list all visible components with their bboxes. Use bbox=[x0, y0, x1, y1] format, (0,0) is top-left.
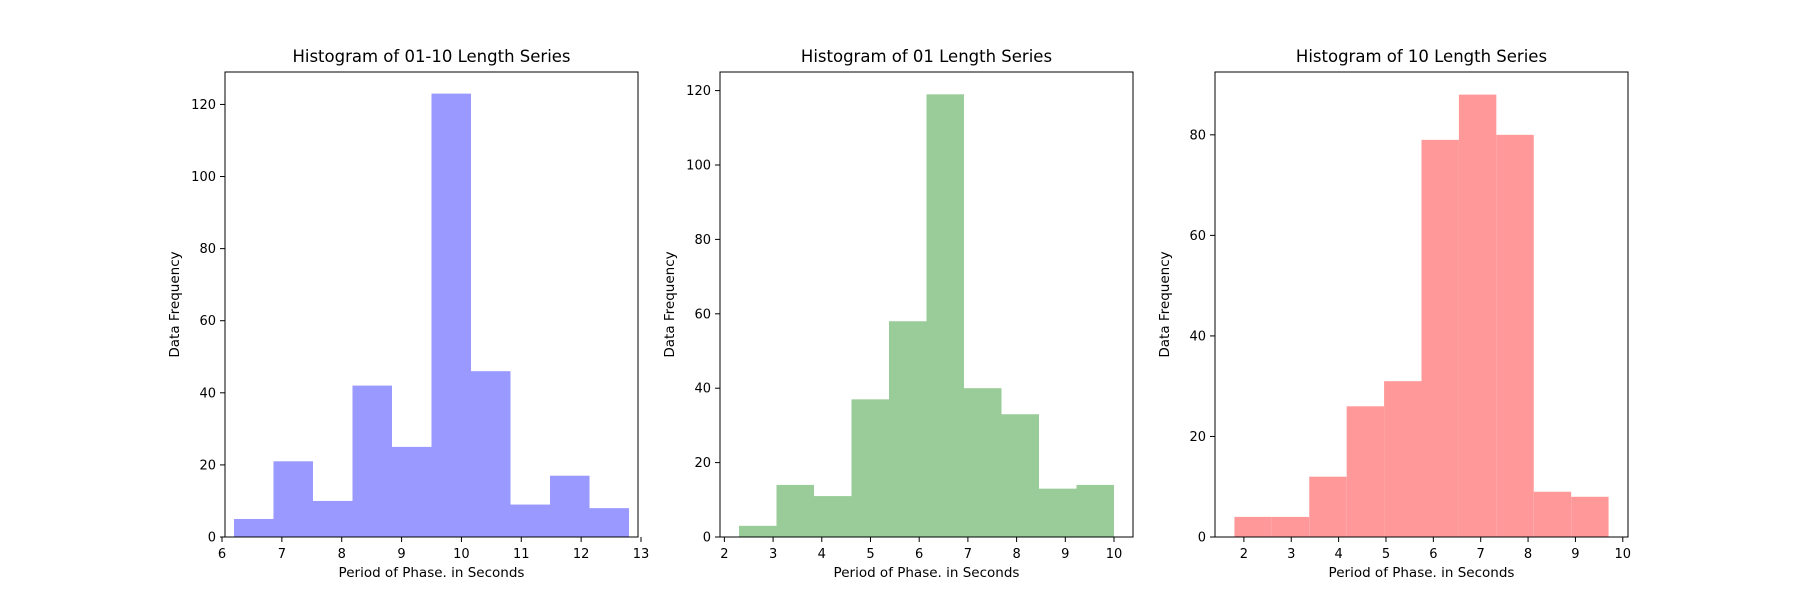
chart-title: Histogram of 10 Length Series bbox=[1296, 47, 1547, 66]
chart-title: Histogram of 01-10 Length Series bbox=[292, 47, 570, 66]
histogram-bar bbox=[510, 504, 551, 537]
y-tick-label: 40 bbox=[1189, 329, 1206, 344]
x-tick-label: 8 bbox=[1012, 547, 1020, 562]
histogram-bar bbox=[1309, 476, 1347, 537]
x-tick-label: 9 bbox=[1061, 547, 1069, 562]
x-tick-label: 6 bbox=[1429, 547, 1437, 562]
y-axis-label: Data Frequency bbox=[662, 251, 678, 357]
y-tick-label: 120 bbox=[686, 84, 711, 99]
histogram-bar bbox=[926, 94, 965, 537]
histogram-bar bbox=[233, 518, 274, 537]
y-tick-label: 80 bbox=[199, 242, 216, 257]
y-tick-label: 120 bbox=[191, 98, 216, 113]
y-tick-label: 40 bbox=[694, 382, 711, 397]
x-tick-label: 5 bbox=[1382, 547, 1390, 562]
histogram-bar bbox=[1346, 406, 1385, 537]
x-axis-label: Period of Phase. in Seconds bbox=[1329, 565, 1515, 581]
histogram-bar bbox=[738, 525, 777, 537]
axes-frame bbox=[1214, 71, 1629, 538]
y-axis-label: Data Frequency bbox=[167, 251, 183, 357]
chart-title: Histogram of 01 Length Series bbox=[801, 47, 1052, 66]
x-tick-label: 6 bbox=[218, 547, 226, 562]
x-tick-label: 4 bbox=[818, 547, 826, 562]
histogram-bar bbox=[391, 446, 432, 537]
x-tick-label: 10 bbox=[1106, 547, 1123, 562]
x-tick-label: 7 bbox=[1477, 547, 1485, 562]
x-tick-label: 8 bbox=[1524, 547, 1532, 562]
x-tick-label: 5 bbox=[866, 547, 874, 562]
histogram-bar bbox=[1571, 496, 1609, 537]
histogram-bar bbox=[964, 388, 1002, 537]
histogram-bar bbox=[1076, 484, 1115, 537]
histogram-bar bbox=[312, 500, 353, 537]
histogram-bar bbox=[1039, 488, 1077, 537]
y-tick-label: 60 bbox=[199, 314, 216, 329]
x-axis-label: Period of Phase. in Seconds bbox=[339, 565, 525, 581]
x-tick-label: 2 bbox=[720, 547, 728, 562]
histogram-panel-3: 2 3 4 5 6 7 8 9 10 0 20 40 60 80 Histogram of 10 Lengt… bbox=[1157, 47, 1631, 581]
histogram-bar bbox=[589, 508, 630, 537]
histogram-bar bbox=[1384, 381, 1422, 537]
x-tick-label: 2 bbox=[1240, 547, 1248, 562]
y-tick-label: 0 bbox=[1198, 531, 1206, 546]
x-tick-label: 10 bbox=[1615, 547, 1632, 562]
y-tick-label: 80 bbox=[1189, 128, 1206, 143]
histogram-bar bbox=[550, 475, 590, 537]
y-tick-label: 40 bbox=[199, 386, 216, 401]
y-tick-label: 20 bbox=[694, 456, 711, 471]
x-tick-label: 7 bbox=[278, 547, 286, 562]
histogram-bar bbox=[1001, 414, 1040, 537]
histogram-bar bbox=[1421, 139, 1459, 537]
x-tick-label: 4 bbox=[1334, 547, 1342, 562]
x-tick-label: 10 bbox=[453, 547, 470, 562]
axes-frame bbox=[224, 71, 639, 538]
y-tick-label: 20 bbox=[199, 458, 216, 473]
x-tick-label: 6 bbox=[915, 547, 923, 562]
x-tick-label: 3 bbox=[1287, 547, 1295, 562]
x-tick-label: 9 bbox=[1571, 547, 1579, 562]
histogram-bar bbox=[273, 461, 313, 537]
histogram-bar bbox=[471, 371, 511, 537]
histogram-bar bbox=[1234, 516, 1272, 537]
x-tick-label: 8 bbox=[338, 547, 346, 562]
y-axis-label: Data Frequency bbox=[1157, 251, 1173, 357]
histogram-bar bbox=[776, 484, 814, 537]
y-tick-label: 100 bbox=[191, 170, 216, 185]
histogram-bar bbox=[352, 385, 392, 537]
y-tick-label: 100 bbox=[686, 159, 711, 174]
y-tick-label: 80 bbox=[694, 233, 711, 248]
axes-frame bbox=[719, 71, 1134, 538]
y-tick-label: 60 bbox=[694, 307, 711, 322]
x-tick-label: 9 bbox=[397, 547, 405, 562]
histogram-bar bbox=[813, 496, 852, 537]
x-tick-label: 12 bbox=[573, 547, 590, 562]
x-axis-label: Period of Phase. in Seconds bbox=[834, 565, 1020, 581]
histogram-bar bbox=[851, 399, 889, 537]
y-tick-label: 60 bbox=[1189, 229, 1206, 244]
y-tick-label: 0 bbox=[208, 531, 216, 546]
histogram-bar bbox=[888, 321, 927, 537]
histogram-bar bbox=[1496, 134, 1534, 538]
histogram-bar bbox=[1533, 491, 1572, 537]
y-tick-label: 0 bbox=[703, 531, 711, 546]
histogram-bar bbox=[431, 93, 472, 538]
x-tick-label: 13 bbox=[633, 547, 650, 562]
x-tick-label: 11 bbox=[513, 547, 530, 562]
x-tick-label: 3 bbox=[769, 547, 777, 562]
x-tick-label: 7 bbox=[964, 547, 972, 562]
histogram-bar bbox=[1458, 94, 1497, 538]
histogram-bar bbox=[1271, 516, 1310, 537]
y-tick-label: 20 bbox=[1189, 430, 1206, 445]
histogram-panel-1: 6 7 8 9 10 11 12 13 0 20 40 60 80 100 120 Histogram of … bbox=[167, 47, 649, 581]
